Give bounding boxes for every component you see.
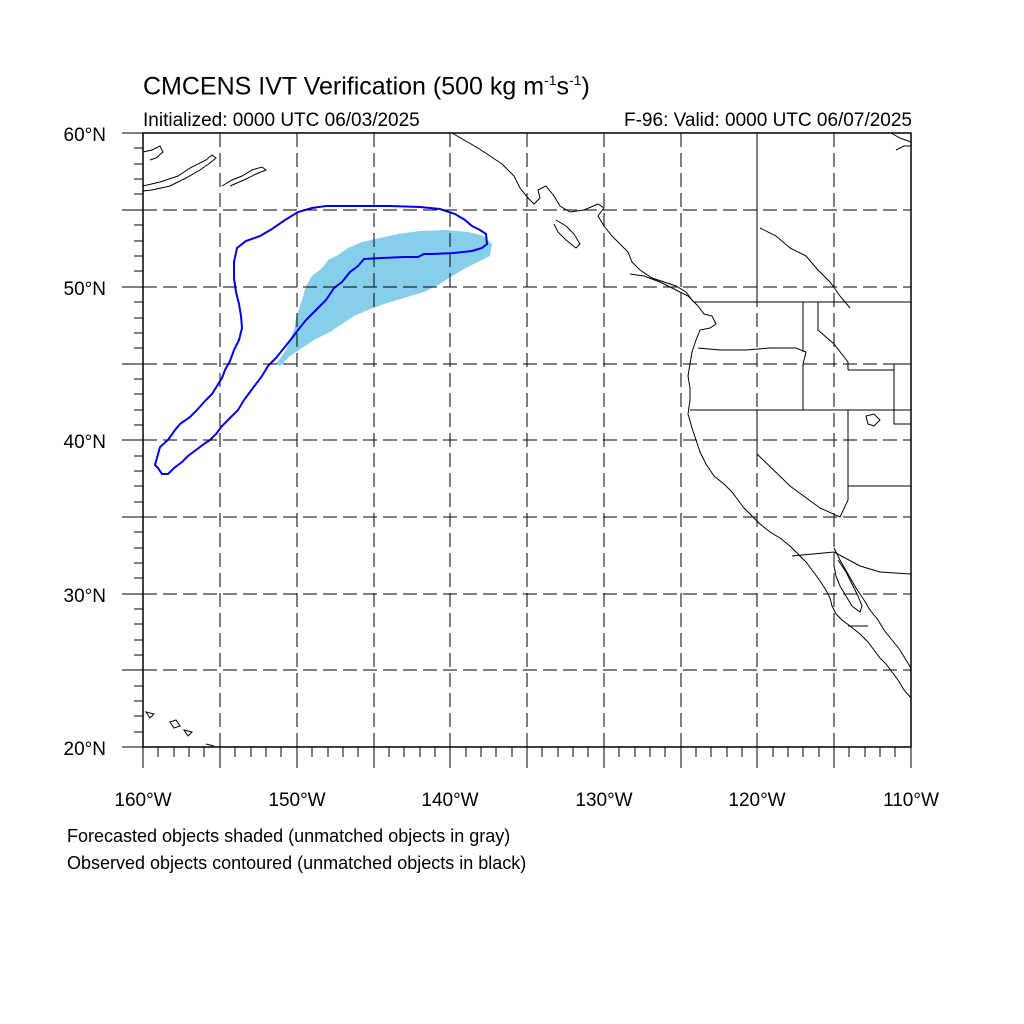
lat-label-30: 30°N	[64, 586, 106, 607]
map-title: CMCENS IVT Verification (500 kg m-1s-1)	[143, 72, 590, 101]
observed-legend-note: Observed objects contoured (unmatched ob…	[67, 853, 527, 873]
lon-label-160w: 160°W	[114, 790, 171, 811]
lon-ticks	[142, 747, 912, 768]
lon-label-120w: 120°W	[728, 790, 785, 811]
lon-label-140w: 140°W	[421, 790, 478, 811]
forecast-object	[276, 230, 492, 366]
lon-label-130w: 130°W	[575, 790, 632, 811]
lat-ticks	[122, 132, 143, 748]
lat-label-20: 20°N	[64, 739, 106, 760]
init-time-label: Initialized: 0000 UTC 06/03/2025	[143, 110, 420, 131]
lat-label-40: 40°N	[64, 432, 106, 453]
lon-label-110w: 110°W	[883, 790, 939, 811]
lat-label-50: 50°N	[64, 279, 106, 300]
lon-label-150w: 150°W	[268, 790, 325, 811]
coastlines	[142, 132, 912, 747]
lon-grid-lines	[219, 133, 835, 747]
forecast-legend-note: Forecasted objects shaded (unmatched obj…	[67, 826, 511, 846]
valid-time-label: F-96: Valid: 0000 UTC 06/07/2025	[624, 110, 912, 131]
lat-label-60: 60°N	[64, 125, 106, 146]
state-borders	[690, 133, 912, 627]
observed-object-contour	[153, 205, 489, 475]
